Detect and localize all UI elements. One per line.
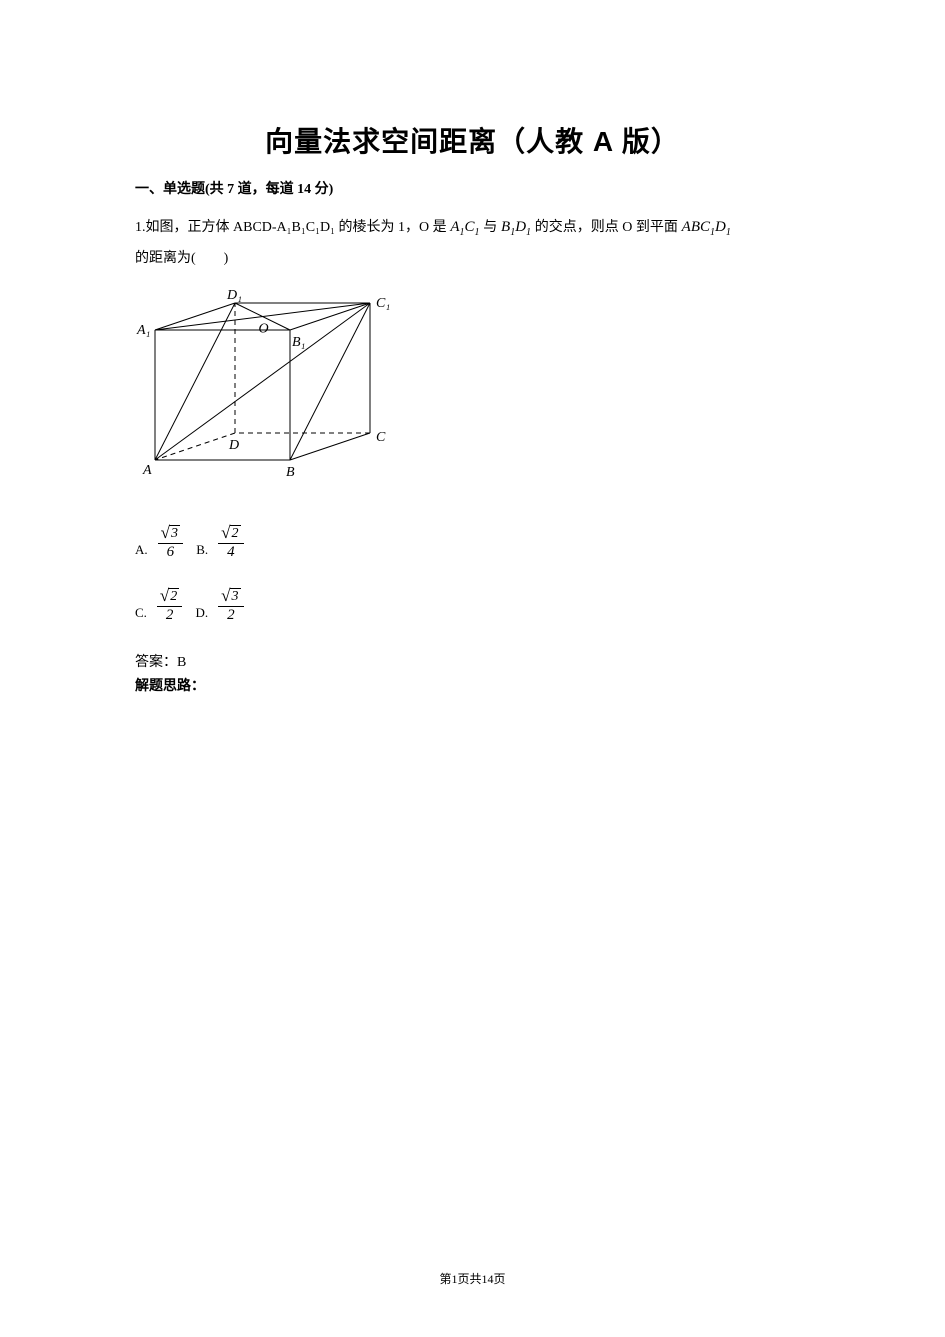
svg-text:O: O — [259, 322, 269, 337]
section-header: 一、单选题(共 7 道，每道 14 分) — [135, 178, 810, 198]
svg-text:B: B — [286, 465, 295, 480]
answer-block: 答案：B 解题思路： — [135, 651, 810, 699]
option-c-den: 2 — [166, 607, 174, 623]
thinking-label: 解题思路： — [135, 675, 810, 699]
question-mid2: 的交点，则点 O 到平面 — [535, 215, 678, 240]
answer-label: 答案： — [135, 655, 177, 670]
option-a-den: 6 — [167, 544, 175, 560]
svg-text:A: A — [142, 463, 152, 478]
page-title: 向量法求空间距离（人教 A 版） — [135, 120, 810, 160]
option-row-ab: A. √3 6 B. √2 4 — [135, 525, 810, 560]
option-label-a: A. — [135, 542, 148, 560]
question-mid1: 与 — [483, 215, 497, 240]
option-a-fraction: √3 6 — [158, 525, 183, 560]
math-plane-abc1d1: ABC1D1 — [678, 214, 731, 242]
math-seg-b1d1: B1D1 — [497, 214, 535, 242]
option-row-cd: C. √2 2 D. √3 2 — [135, 588, 810, 623]
svg-text:C₁: C₁ — [376, 296, 390, 311]
question-line-1: 1.如图，正方体 ABCD-A₁B₁C₁D₁ 的棱长为 1，O 是 A1C1 与… — [135, 214, 810, 242]
option-d-fraction: √3 2 — [218, 588, 243, 623]
options-block: A. √3 6 B. √2 4 C. √2 2 D. √3 2 — [135, 525, 810, 623]
option-d-num: 3 — [230, 588, 241, 604]
svg-text:A₁: A₁ — [136, 323, 150, 338]
option-label-c: C. — [135, 605, 147, 623]
option-b-den: 4 — [227, 544, 235, 560]
question-line-2: 的距离为( ) — [135, 246, 810, 271]
option-c-fraction: √2 2 — [157, 588, 182, 623]
question-prefix: 1.如图，正方体 ABCD-A₁B₁C₁D₁ 的棱长为 1，O 是 — [135, 215, 447, 240]
cube-figure: A B C D A₁ B₁ C₁ D₁ O — [135, 285, 810, 485]
option-b-num: 2 — [230, 525, 241, 541]
svg-text:D: D — [228, 438, 239, 453]
option-d-den: 2 — [227, 607, 235, 623]
option-a-num: 3 — [169, 525, 180, 541]
answer-value: B — [177, 655, 186, 670]
page-footer: 第1页共14页 — [0, 1270, 945, 1287]
svg-text:B₁: B₁ — [292, 335, 305, 350]
math-seg-a1c1: A1C1 — [447, 214, 484, 242]
option-c-num: 2 — [168, 588, 179, 604]
svg-text:C: C — [376, 430, 386, 445]
option-b-fraction: √2 4 — [218, 525, 243, 560]
svg-text:D₁: D₁ — [226, 288, 242, 303]
option-label-d: D. — [192, 605, 208, 623]
cube-svg: A B C D A₁ B₁ C₁ D₁ O — [135, 285, 395, 480]
option-label-b: B. — [193, 542, 208, 560]
